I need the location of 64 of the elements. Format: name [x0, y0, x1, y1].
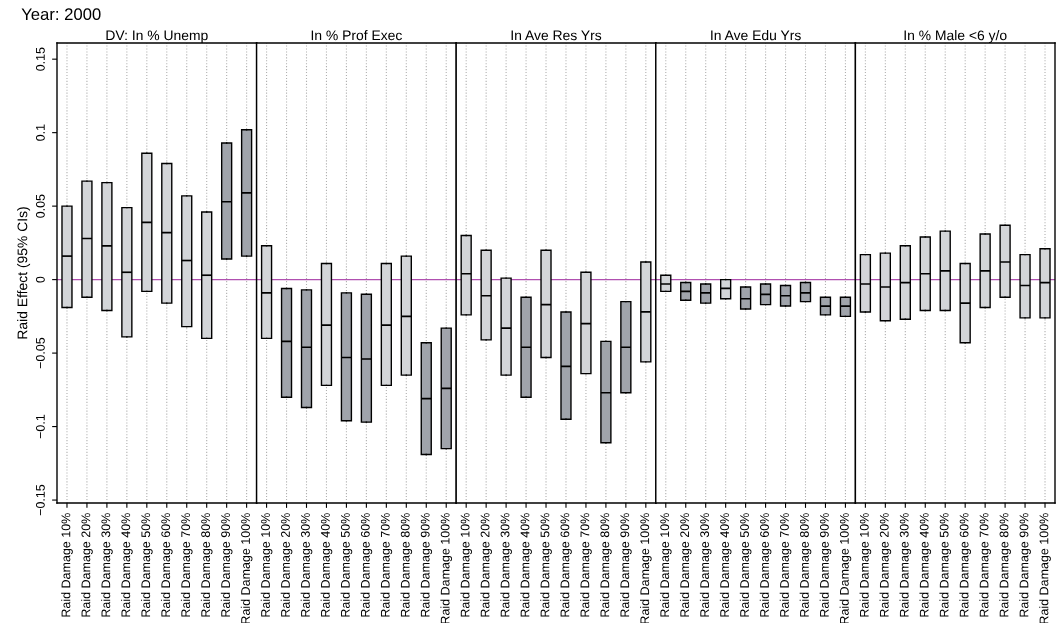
x-tick-label: Raid Damage 10% — [659, 513, 672, 617]
x-tick-label: Raid Damage 20% — [81, 513, 93, 617]
x-tick-label: Raid Damage 60% — [360, 513, 373, 617]
x-tick-label: Raid Damage 20% — [879, 513, 892, 617]
x-tick-label: Raid Damage 70% — [180, 513, 193, 617]
chart-title: In % Prof Exec — [311, 30, 402, 41]
y-tick-label: −0.15 — [35, 484, 45, 516]
x-tick-label: Raid Damage 70% — [380, 513, 393, 617]
y-tick-label: 0.15 — [35, 47, 45, 71]
y-tick-label: 0 — [35, 276, 45, 283]
x-tick-label: Raid Damage 30% — [101, 513, 113, 617]
x-tick-label: Raid Damage 80% — [999, 513, 1011, 617]
x-tick-label: Raid Damage 30% — [500, 513, 512, 617]
x-tick-label: Raid Damage 20% — [480, 513, 492, 617]
y-tick-label: 0.05 — [35, 194, 45, 218]
x-tick-label: Raid Damage 40% — [520, 513, 532, 617]
x-tick-label: Raid Damage 50% — [140, 513, 153, 617]
x-tick-label: Raid Damage 90% — [819, 513, 832, 617]
chart-title: In % Male <6 y/o — [904, 30, 1007, 43]
x-tick-label: Raid Damage 40% — [919, 513, 932, 617]
x-tick-label: Raid Damage 70% — [580, 513, 592, 617]
y-tick-label: −0.05 — [35, 337, 45, 369]
y-tick-label: −0.1 — [35, 414, 45, 439]
x-tick-label: Raid Damage 70% — [979, 513, 991, 617]
x-tick-label: Raid Damage 30% — [899, 513, 912, 617]
chart-title: DV: In % Unemp — [106, 30, 208, 43]
text: Year: 2000 — [21, 8, 101, 21]
x-tick-label: Raid Damage 100% — [240, 513, 253, 623]
x-tick-label: Raid Damage 10% — [61, 513, 73, 617]
y-axis-title: Raid Effect (95% CIs) — [17, 207, 31, 339]
x-tick-label: Raid Damage 90% — [1019, 513, 1031, 617]
x-tick-label: Raid Damage 40% — [320, 513, 333, 617]
x-tick-label: Raid Damage 80% — [400, 513, 413, 617]
x-tick-label: Raid Damage 10% — [260, 513, 273, 617]
x-tick-label: Raid Damage 40% — [719, 513, 732, 617]
x-tick-label: Raid Damage 20% — [280, 513, 293, 617]
x-tick-label: Raid Damage 60% — [560, 513, 572, 617]
x-tick-label: Raid Damage 60% — [959, 513, 972, 617]
x-tick-label: Raid Damage 20% — [679, 513, 692, 617]
y-tick-label: 0.1 — [35, 124, 45, 141]
x-tick-label: Raid Damage 80% — [600, 513, 612, 617]
x-tick-label: Raid Damage 90% — [620, 513, 632, 617]
x-tick-label: Raid Damage 70% — [779, 513, 792, 617]
chart-title: In Ave Res Yrs — [511, 30, 602, 41]
x-tick-label: Raid Damage 80% — [799, 513, 812, 617]
x-tick-label: Raid Damage 10% — [460, 513, 473, 617]
x-tick-label: Raid Damage 10% — [859, 513, 872, 617]
x-tick-label: Raid Damage 50% — [939, 513, 952, 617]
x-tick-label: Raid Damage 100% — [839, 513, 852, 623]
x-tick-label: Raid Damage 90% — [420, 513, 433, 617]
x-tick-label: Raid Damage 30% — [300, 513, 313, 617]
x-tick-label: Raid Damage 90% — [220, 513, 233, 617]
x-tick-label: Raid Damage 50% — [540, 513, 552, 617]
x-tick-label: Raid Damage 50% — [739, 513, 752, 617]
x-tick-label: Raid Damage 60% — [160, 513, 173, 617]
x-tick-label: Raid Damage 80% — [200, 513, 213, 617]
x-tick-label: Raid Damage 60% — [759, 513, 772, 617]
x-tick-label: Raid Damage 50% — [340, 513, 353, 617]
x-tick-label: Raid Damage 100% — [1039, 513, 1051, 623]
x-tick-label: Raid Damage 100% — [440, 513, 453, 623]
chart-title: In Ave Edu Yrs — [711, 30, 801, 41]
x-tick-label: Raid Damage 40% — [121, 513, 133, 617]
x-tick-label: Raid Damage 100% — [639, 513, 652, 623]
x-tick-label: Raid Damage 30% — [699, 513, 712, 617]
